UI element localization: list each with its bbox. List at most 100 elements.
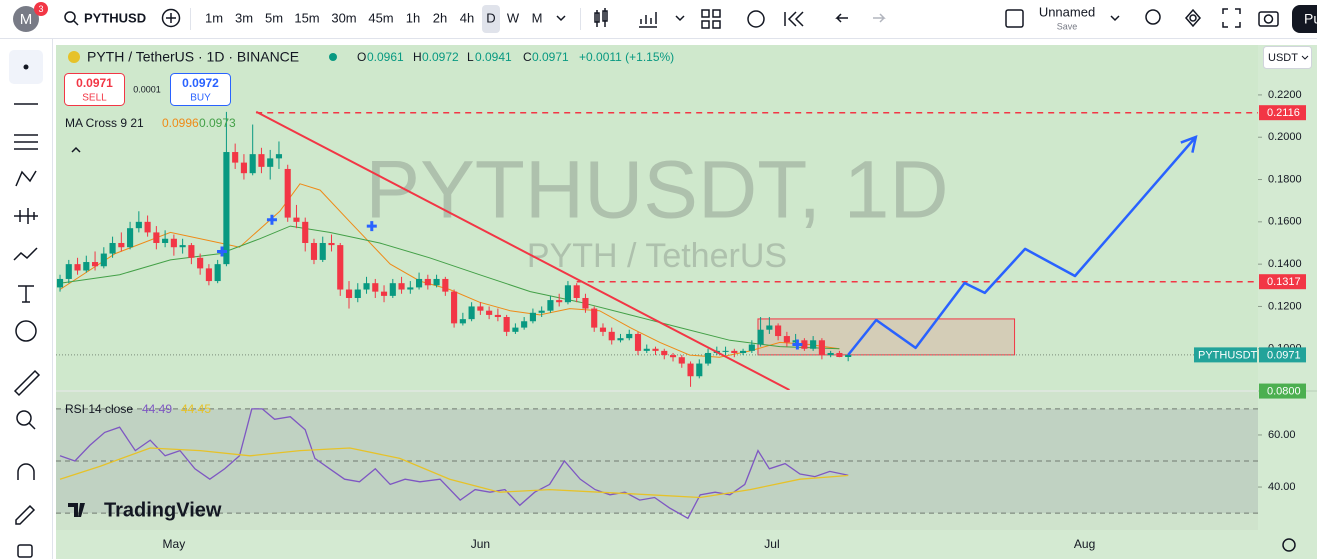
interval[interactable]: W	[507, 10, 520, 25]
candle-body	[389, 283, 396, 296]
add-symbol[interactable]	[161, 8, 181, 28]
interval[interactable]: 3m	[235, 10, 253, 25]
candle-body	[302, 221, 309, 243]
replay-icon[interactable]	[784, 11, 804, 27]
cross-marker	[792, 339, 803, 350]
candle-body	[319, 242, 326, 260]
candle-body	[564, 285, 572, 303]
ruler-tool[interactable]	[13, 369, 41, 397]
avatar[interactable]	[13, 6, 39, 32]
candle-body	[363, 283, 370, 290]
cross-marker	[217, 246, 228, 257]
candle-body	[214, 264, 221, 282]
candle-body	[65, 264, 72, 279]
interval[interactable]: 5m	[265, 10, 283, 25]
candle-body	[748, 344, 755, 351]
interval[interactable]: 4h	[460, 10, 474, 25]
add-symbol-icon	[166, 13, 176, 23]
fullscreen[interactable]	[1222, 8, 1241, 28]
magnet-tool[interactable]	[17, 463, 35, 480]
chart-type[interactable]	[594, 8, 608, 27]
zoom-tool[interactable]	[16, 410, 32, 426]
sell-price: 0.0971	[76, 76, 113, 90]
quick-search[interactable]	[1145, 9, 1161, 25]
candle-body	[512, 327, 519, 332]
interval[interactable]: 30m	[331, 10, 356, 25]
candle-body	[83, 262, 90, 271]
symbol[interactable]: PYTHUSD	[84, 10, 146, 25]
y-tick-label: 0.2200	[1268, 89, 1302, 101]
candle-body	[731, 350, 738, 353]
last-price-box	[1259, 347, 1306, 363]
prediction-tool[interactable]	[14, 208, 38, 224]
snapshot[interactable]	[1258, 11, 1279, 27]
candle-body	[634, 333, 642, 351]
redo[interactable]	[873, 13, 886, 23]
avatar-letter: M	[20, 11, 33, 28]
undo[interactable]	[835, 13, 848, 23]
candle-body	[836, 352, 843, 358]
checkbox[interactable]	[1005, 9, 1024, 28]
pattern-tool[interactable]	[15, 170, 37, 187]
time-axis	[56, 530, 1317, 559]
candle-body	[179, 245, 186, 248]
indicators-icon[interactable]	[639, 12, 657, 28]
candle-body	[56, 278, 64, 288]
buy-price: 0.0972	[182, 76, 219, 90]
buy-button[interactable]	[170, 73, 231, 106]
candle-body	[188, 245, 195, 258]
search-icon[interactable]	[64, 11, 76, 23]
open-label: O	[357, 50, 366, 64]
candle-body	[722, 350, 729, 352]
x-tick-label: Aug	[1074, 537, 1095, 551]
search-icon	[73, 20, 79, 26]
fib-tool[interactable]	[14, 134, 38, 150]
collapse[interactable]	[71, 146, 81, 153]
low-value: 0.0941	[475, 50, 512, 64]
chevron[interactable]	[675, 15, 685, 22]
interval[interactable]: 1m	[205, 10, 223, 25]
lock-tool[interactable]	[17, 544, 33, 558]
candle-body	[197, 257, 204, 269]
candle-body	[153, 232, 160, 243]
shapes-tool[interactable]	[13, 247, 38, 261]
text-tool[interactable]	[18, 285, 34, 303]
interval[interactable]: D	[486, 10, 495, 25]
candle-body	[135, 221, 142, 229]
candle-body	[240, 162, 247, 174]
candle-body	[328, 242, 335, 246]
save[interactable]: Save	[1057, 21, 1078, 31]
interval[interactable]: M	[532, 10, 543, 25]
interval[interactable]: 45m	[368, 10, 393, 25]
interval[interactable]: 1h	[406, 10, 420, 25]
candle-body	[275, 154, 283, 159]
candle-body	[468, 306, 475, 320]
sell-button[interactable]	[64, 73, 125, 106]
publish-button[interactable]	[1292, 5, 1317, 33]
draw-mode[interactable]	[15, 504, 36, 525]
layout-name[interactable]: Unnamed	[1039, 4, 1095, 19]
currency-button[interactable]	[1263, 46, 1312, 69]
chevron[interactable]	[556, 15, 566, 22]
interval[interactable]: 2h	[433, 10, 447, 25]
emoji-tool[interactable]	[15, 320, 37, 342]
candle-body	[766, 325, 773, 330]
interval[interactable]: 15m	[294, 10, 319, 25]
axis-settings[interactable]	[1282, 538, 1296, 552]
top-bar: M 3 PYTHUSD 1m 3m 5m 15m 30m 45m 1h 2h 4h D W M Unn…	[13, 2, 1317, 33]
candle-body	[599, 327, 607, 332]
candle-body	[477, 306, 484, 311]
candle-body	[538, 310, 545, 313]
market-status	[329, 53, 337, 61]
zoom-tool	[28, 422, 36, 430]
currency: USDT	[1268, 52, 1298, 64]
settings-icon[interactable]	[1185, 8, 1201, 28]
candle-body	[398, 283, 405, 290]
chevron[interactable]	[1110, 15, 1120, 22]
last-price-name-box	[1194, 347, 1257, 363]
alert-icon[interactable]	[747, 10, 765, 28]
ma-line	[59, 183, 840, 358]
candle-body	[845, 354, 852, 358]
layouts-icon[interactable]	[701, 9, 721, 29]
candle-body	[223, 152, 230, 265]
